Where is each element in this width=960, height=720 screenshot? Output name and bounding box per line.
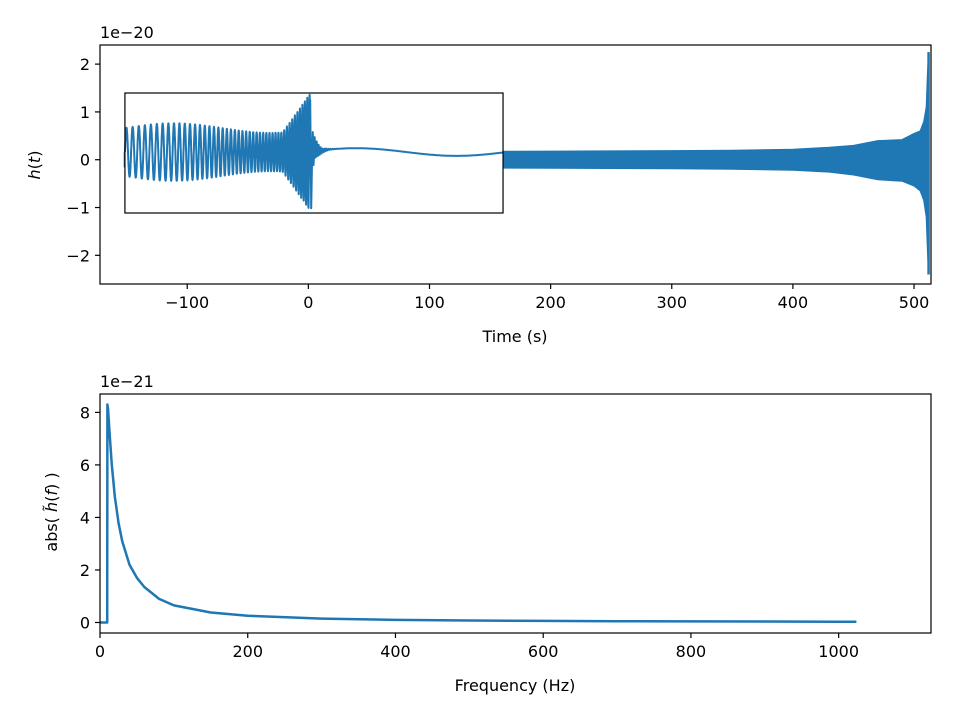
top-xtick-label: −100	[165, 293, 209, 312]
top-ytick-label: 2	[80, 55, 90, 74]
top-xtick-label: 400	[778, 293, 809, 312]
bottom-xtick-label: 1000	[818, 642, 859, 661]
top-xtick-label: 300	[656, 293, 687, 312]
top-offset-text: 1e−20	[100, 23, 154, 42]
bottom-xlabel: Frequency (Hz)	[455, 676, 576, 695]
bottom-xtick-label: 400	[380, 642, 411, 661]
bottom-ticks: 0 200 400 600 800 1000 0 2 4 6 8	[80, 403, 859, 661]
bottom-plot-area	[100, 403, 857, 624]
bottom-xtick-label: 600	[528, 642, 559, 661]
top-ytick-label: 0	[80, 151, 90, 170]
top-axes-frame	[99, 44, 932, 285]
bottom-ytick-label: 6	[80, 456, 90, 475]
spectrum-line	[100, 403, 857, 624]
top-ytick-label: −2	[66, 246, 90, 265]
bottom-axes-frame	[99, 393, 932, 634]
bottom-offset-text: 1e−21	[100, 372, 154, 391]
bottom-ytick-label: 8	[80, 403, 90, 422]
top-ticks: −100 0 100 200 300 400 500 −2 −1 0 1 2	[66, 55, 929, 312]
bottom-ylabel: abs( h̃(f) )	[42, 472, 61, 551]
bottom-ytick-label: 2	[80, 561, 90, 580]
inset-frame	[124, 92, 504, 214]
bottom-ytick-label: 0	[80, 613, 90, 632]
time-series-panel: −100 0 100 200 300 400 500 −2 −1 0 1 2 1e−20 Time (…	[25, 23, 932, 346]
bottom-xtick-label: 0	[95, 642, 105, 661]
top-ylabel: h(t)	[25, 151, 44, 180]
top-ytick-label: −1	[66, 199, 90, 218]
top-xtick-label: 200	[535, 293, 566, 312]
top-ytick-label: 1	[80, 103, 90, 122]
inset-waveform	[123, 93, 504, 210]
bottom-xtick-label: 200	[232, 642, 263, 661]
bottom-ytick-label: 4	[80, 508, 90, 527]
frequency-panel: 0 200 400 600 800 1000 0 2 4 6 8 1e−21 Frequency (…	[42, 372, 932, 695]
top-xlabel: Time (s)	[481, 327, 547, 346]
bottom-xtick-label: 800	[676, 642, 707, 661]
top-xtick-label: 0	[303, 293, 313, 312]
top-plot-area	[123, 52, 930, 275]
top-xtick-label: 100	[414, 293, 445, 312]
top-xtick-label: 500	[899, 293, 930, 312]
